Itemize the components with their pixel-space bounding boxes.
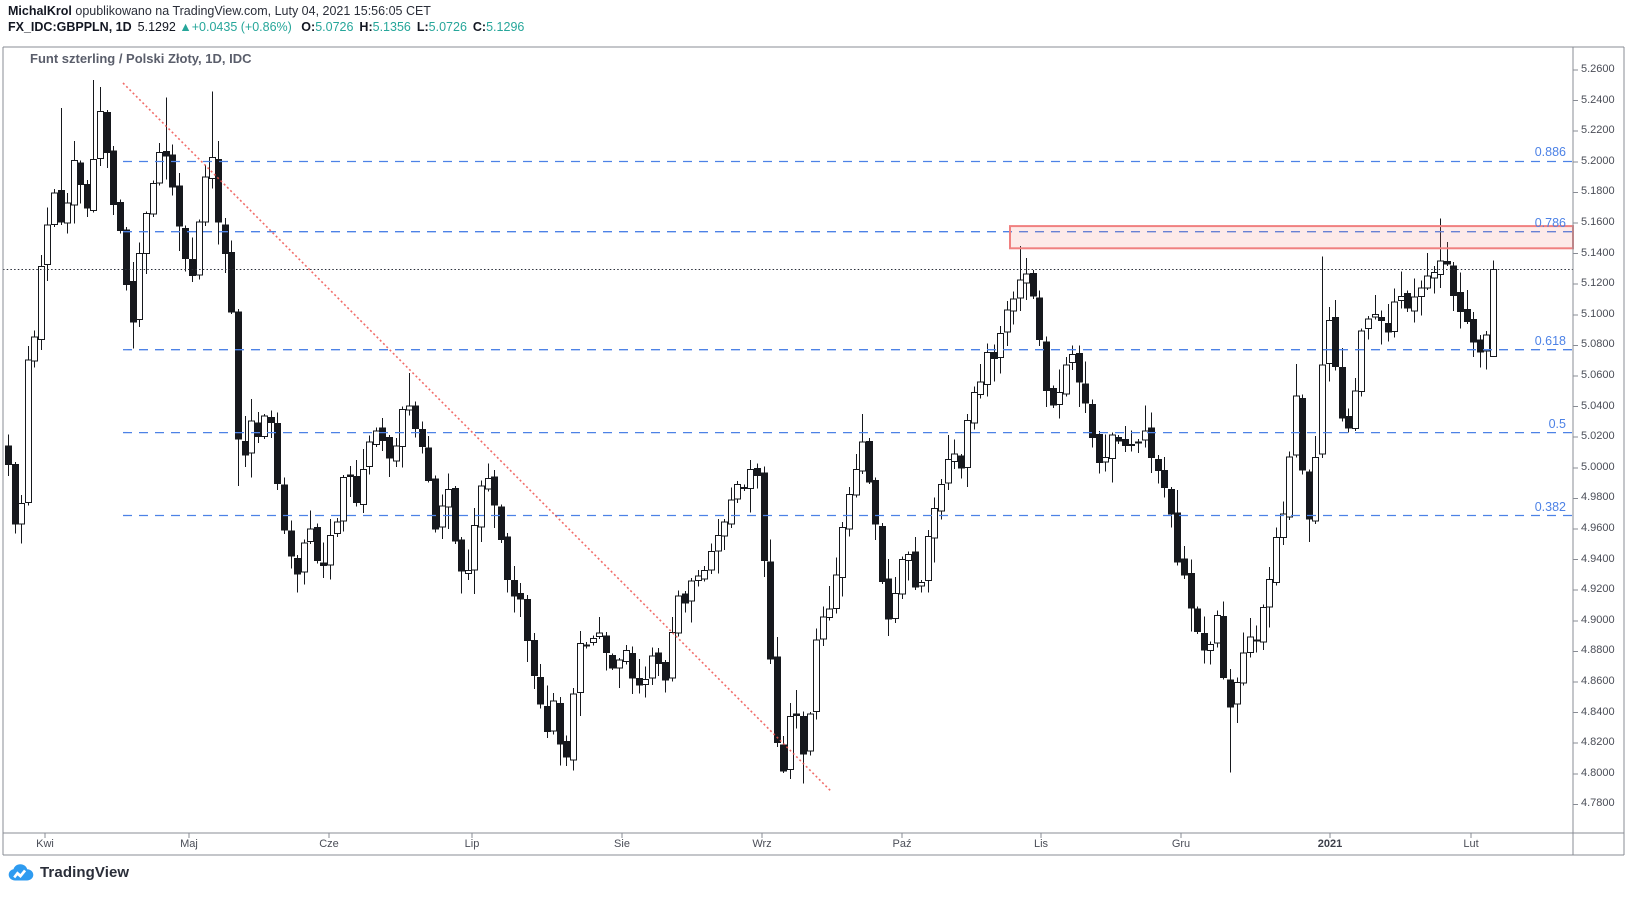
- up-arrow-icon: ▲: [179, 20, 192, 34]
- ohlc-value: 5.0726: [428, 20, 467, 34]
- price-tick-label: 4.9000: [1581, 613, 1615, 626]
- price-tick-label: 5.2000: [1581, 154, 1615, 167]
- time-tick-label: Maj: [180, 838, 198, 850]
- tradingview-logo[interactable]: TradingView: [8, 864, 129, 881]
- price-tick-label: 5.1800: [1581, 185, 1615, 198]
- price-tick-label: 5.2400: [1581, 93, 1615, 106]
- price-tick-label: 4.8800: [1581, 644, 1615, 657]
- author-name[interactable]: MichalKrol: [8, 4, 72, 18]
- price-tick-label: 4.7800: [1581, 797, 1615, 810]
- descending-trendline[interactable]: [122, 82, 833, 793]
- price-tick-label: 4.9600: [1581, 522, 1615, 534]
- time-tick-label: Cze: [319, 838, 339, 850]
- price-change: +0.0435 (+0.86%): [191, 20, 292, 34]
- price-tick-label: 5.1400: [1581, 246, 1615, 259]
- fib-retracement[interactable]: [123, 160, 1573, 517]
- ohlc-value: 5.1296: [486, 20, 525, 34]
- ohlc-label: H:: [359, 20, 373, 34]
- publish-header: MichalKrol opublikowano na TradingView.c…: [8, 4, 431, 18]
- fib-level-label: 0.886: [1534, 145, 1566, 160]
- ohlc-value: 5.1356: [372, 20, 411, 34]
- price-tick-label: 4.9800: [1581, 491, 1615, 504]
- symbol-name[interactable]: FX_IDC:GBPPLN, 1D: [8, 20, 132, 34]
- time-tick-label: Lis: [1033, 838, 1049, 850]
- time-tick-label: Gru: [1171, 838, 1191, 850]
- price-tick-label: 5.0000: [1581, 460, 1615, 473]
- time-tick-label: Wrz: [752, 838, 772, 850]
- candles: [5, 79, 1497, 784]
- publish-info: opublikowano na TradingView.com, Luty 04…: [71, 4, 431, 18]
- price-tick-label: 4.9200: [1581, 583, 1615, 596]
- price-tick-label: 5.0800: [1581, 338, 1615, 351]
- price-tick-label: 5.1600: [1581, 216, 1615, 228]
- price-tick-label: 5.2200: [1581, 124, 1615, 137]
- chart-title: Funt szterling / Polski Złoty, 1D, IDC: [30, 51, 252, 66]
- time-tick-label: Paź: [892, 838, 912, 850]
- time-tick-label: Lip: [464, 838, 480, 850]
- symbol-header: FX_IDC:GBPPLN, 1D 5.1292 ▲+0.0435 (+0.86%…: [8, 20, 524, 34]
- fib-level-label: 0.382: [1534, 499, 1566, 514]
- fib-level-label: 0.786: [1534, 215, 1566, 230]
- ohlc-values: O:5.0726 H:5.1356 L:5.0726 C:5.1296: [295, 20, 524, 34]
- fib-level-label: 0.618: [1534, 333, 1566, 348]
- price-tick-label: 4.8200: [1581, 736, 1615, 749]
- price-tick-label: 5.0600: [1581, 369, 1615, 381]
- price-tick-label: 4.9400: [1581, 552, 1615, 565]
- ohlc-label: O:: [301, 20, 316, 34]
- fib-level-label: 0.5: [1548, 416, 1566, 431]
- price-tick-label: 5.1000: [1581, 307, 1615, 320]
- ohlc-label: L:: [416, 20, 429, 34]
- price-tick-label: 5.0200: [1581, 430, 1615, 443]
- time-tick-label: Lut: [1463, 838, 1479, 850]
- chart-frame: [2, 46, 1625, 856]
- ohlc-label: C:: [472, 20, 487, 34]
- tradingview-logo-text: TradingView: [40, 864, 130, 881]
- time-tick-label: 2021: [1317, 838, 1343, 850]
- price-tick-label: 5.1200: [1581, 277, 1615, 290]
- ohlc-value: 5.0726: [315, 20, 354, 34]
- tradingview-cloud-icon: [8, 864, 34, 881]
- price-tick-label: 4.8400: [1581, 705, 1615, 718]
- price-tick-label: 5.2600: [1581, 63, 1615, 75]
- last-price: 5.1292: [137, 20, 176, 34]
- price-tick-label: 4.8000: [1581, 766, 1615, 779]
- price-tick-label: 4.8600: [1581, 675, 1615, 687]
- price-tick-label: 5.0400: [1581, 399, 1615, 412]
- time-tick-label: Kwi: [36, 838, 54, 850]
- time-tick-label: Sie: [614, 838, 630, 850]
